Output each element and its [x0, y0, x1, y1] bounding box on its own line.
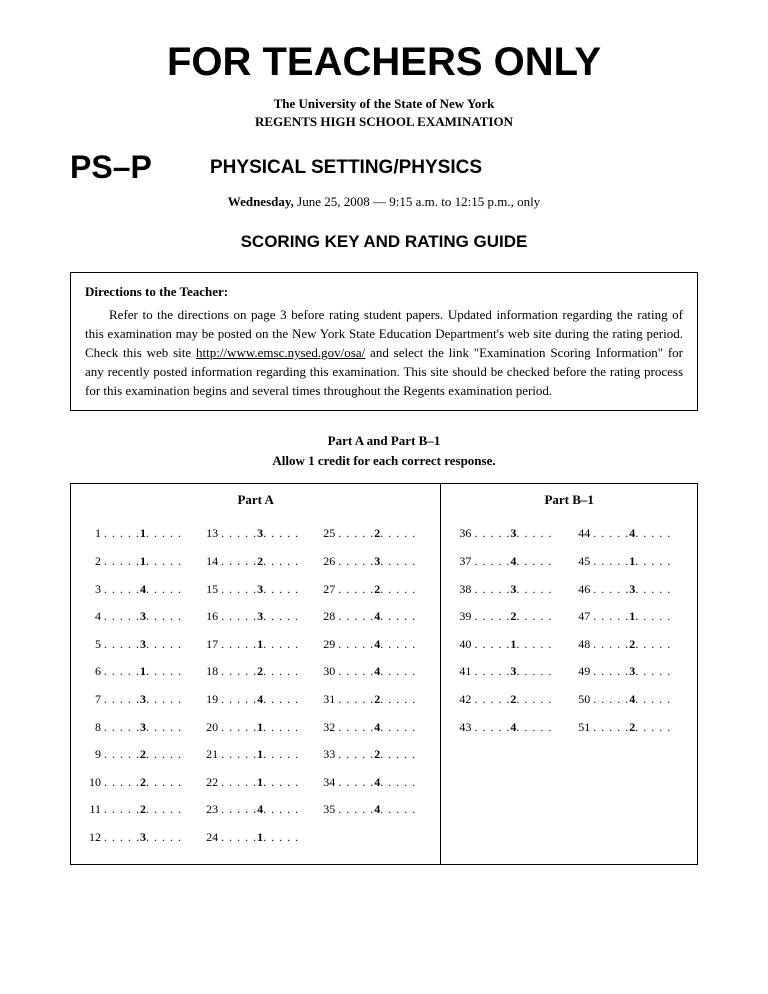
answer-item: 41 . . . . .3. . . . . [455, 658, 564, 686]
answer-item: 11 . . . . .2. . . . . [85, 796, 192, 824]
exam-code: PS–P [70, 149, 210, 186]
code-subject-row: PS–P PHYSICAL SETTING/PHYSICS [70, 149, 698, 186]
answer-column: 13 . . . . .3. . . . .14 . . . . .2. . .… [202, 520, 309, 851]
answer-item: 9 . . . . .2. . . . . [85, 741, 192, 769]
date-day: Wednesday, [228, 194, 294, 209]
answer-column: 1 . . . . .1. . . . .2 . . . . .1. . . .… [85, 520, 192, 851]
answer-item: 28 . . . . .4. . . . . [319, 603, 426, 631]
answer-item: 40 . . . . .1. . . . . [455, 631, 564, 659]
sub-header: The University of the State of New York … [70, 95, 698, 131]
answer-item: 30 . . . . .4. . . . . [319, 658, 426, 686]
answer-item: 48 . . . . .2. . . . . [574, 631, 683, 659]
directions-text: Refer to the directions on page 3 before… [85, 306, 683, 400]
answer-item: 29 . . . . .4. . . . . [319, 631, 426, 659]
answer-item: 32 . . . . .4. . . . . [319, 714, 426, 742]
answer-column: 25 . . . . .2. . . . .26 . . . . .3. . .… [319, 520, 426, 851]
directions-box: Directions to the Teacher: Refer to the … [70, 272, 698, 411]
answer-item: 50 . . . . .4. . . . . [574, 686, 683, 714]
directions-url: http://www.emsc.nysed.gov/osa/ [196, 345, 365, 360]
part-b-section: Part B–1 36 . . . . .3. . . . .37 . . . … [441, 484, 697, 863]
answer-item: 18 . . . . .2. . . . . [202, 658, 309, 686]
answer-item: 21 . . . . .1. . . . . [202, 741, 309, 769]
answer-item: 7 . . . . .3. . . . . [85, 686, 192, 714]
answer-item: 24 . . . . .1. . . . . [202, 824, 309, 852]
answer-item: 12 . . . . .3. . . . . [85, 824, 192, 852]
answer-item: 26 . . . . .3. . . . . [319, 548, 426, 576]
directions-label: Directions to the Teacher: [85, 283, 683, 302]
parts-title: Part A and Part B–1 [70, 433, 698, 449]
answer-item: 31 . . . . .2. . . . . [319, 686, 426, 714]
answer-item: 22 . . . . .1. . . . . [202, 769, 309, 797]
answer-item: 49 . . . . .3. . . . . [574, 658, 683, 686]
answer-item: 16 . . . . .3. . . . . [202, 603, 309, 631]
date-rest: June 25, 2008 — 9:15 a.m. to 12:15 p.m.,… [294, 194, 540, 209]
answer-item: 27 . . . . .2. . . . . [319, 576, 426, 604]
answer-item: 35 . . . . .4. . . . . [319, 796, 426, 824]
answer-item: 45 . . . . .1. . . . . [574, 548, 683, 576]
answer-item: 39 . . . . .2. . . . . [455, 603, 564, 631]
answer-item: 1 . . . . .1. . . . . [85, 520, 192, 548]
answer-item: 42 . . . . .2. . . . . [455, 686, 564, 714]
answer-item: 3 . . . . .4. . . . . [85, 576, 192, 604]
answer-item: 46 . . . . .3. . . . . [574, 576, 683, 604]
answer-column: 36 . . . . .3. . . . .37 . . . . .4. . .… [455, 520, 564, 741]
answer-column: 44 . . . . .4. . . . .45 . . . . .1. . .… [574, 520, 683, 741]
answer-item: 19 . . . . .4. . . . . [202, 686, 309, 714]
answer-item: 20 . . . . .1. . . . . [202, 714, 309, 742]
part-a-header: Part A [85, 492, 426, 508]
answer-item: 25 . . . . .2. . . . . [319, 520, 426, 548]
answer-item: 8 . . . . .3. . . . . [85, 714, 192, 742]
answer-item: 37 . . . . .4. . . . . [455, 548, 564, 576]
exam-type-line: REGENTS HIGH SCHOOL EXAMINATION [255, 114, 513, 129]
subject-title: PHYSICAL SETTING/PHYSICS [210, 157, 482, 179]
part-a-section: Part A 1 . . . . .1. . . . .2 . . . . .1… [71, 484, 441, 863]
answer-box: Part A 1 . . . . .1. . . . .2 . . . . .1… [70, 483, 698, 864]
answer-item: 47 . . . . .1. . . . . [574, 603, 683, 631]
answer-item: 23 . . . . .4. . . . . [202, 796, 309, 824]
answer-item: 13 . . . . .3. . . . . [202, 520, 309, 548]
answer-item: 6 . . . . .1. . . . . [85, 658, 192, 686]
answer-item: 17 . . . . .1. . . . . [202, 631, 309, 659]
answer-item: 34 . . . . .4. . . . . [319, 769, 426, 797]
answer-item: 33 . . . . .2. . . . . [319, 741, 426, 769]
answer-item: 10 . . . . .2. . . . . [85, 769, 192, 797]
answer-item: 5 . . . . .3. . . . . [85, 631, 192, 659]
main-title: FOR TEACHERS ONLY [70, 40, 698, 85]
answer-item: 15 . . . . .3. . . . . [202, 576, 309, 604]
part-b-header: Part B–1 [455, 492, 683, 508]
answer-item: 51 . . . . .2. . . . . [574, 714, 683, 742]
answer-item: 36 . . . . .3. . . . . [455, 520, 564, 548]
answer-item: 43 . . . . .4. . . . . [455, 714, 564, 742]
part-a-columns: 1 . . . . .1. . . . .2 . . . . .1. . . .… [85, 520, 426, 851]
answer-item: 2 . . . . .1. . . . . [85, 548, 192, 576]
parts-subtitle: Allow 1 credit for each correct response… [70, 453, 698, 469]
part-b-columns: 36 . . . . .3. . . . .37 . . . . .4. . .… [455, 520, 683, 741]
answer-item: 38 . . . . .3. . . . . [455, 576, 564, 604]
answer-item: 4 . . . . .3. . . . . [85, 603, 192, 631]
answer-item: 14 . . . . .2. . . . . [202, 548, 309, 576]
guide-title: SCORING KEY AND RATING GUIDE [70, 232, 698, 252]
answer-item: 44 . . . . .4. . . . . [574, 520, 683, 548]
university-line: The University of the State of New York [274, 96, 495, 111]
exam-date: Wednesday, June 25, 2008 — 9:15 a.m. to … [70, 194, 698, 210]
